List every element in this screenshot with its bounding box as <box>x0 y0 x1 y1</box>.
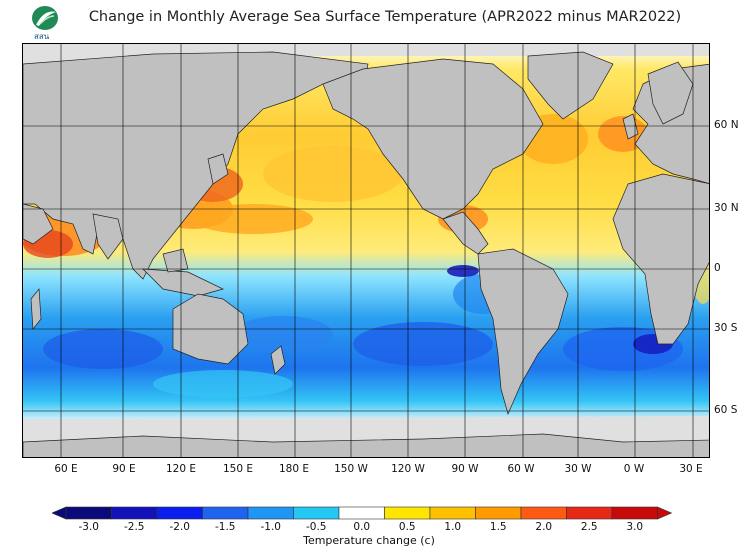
colorbar-tick-label: 1.0 <box>444 521 462 533</box>
lon-label: 150 W <box>334 463 368 475</box>
colorbar-tick-label: -2.5 <box>124 521 145 533</box>
colorbar-cell <box>384 506 431 520</box>
lon-label: 30 E <box>679 463 703 475</box>
lon-label: 0 W <box>623 463 645 475</box>
antarctica-landmass <box>23 433 709 457</box>
colorbar-cell <box>202 506 249 520</box>
japan <box>207 153 229 185</box>
colorbar-cell <box>65 506 112 520</box>
lon-label: 180 E <box>278 463 310 475</box>
colorbar-cell <box>338 506 385 520</box>
colorbar-cell <box>611 506 658 520</box>
lat-label: 60 S <box>714 404 738 416</box>
lat-label: 30 S <box>714 322 738 334</box>
central-america <box>442 211 489 255</box>
lon-label: 90 E <box>112 463 136 475</box>
colorbar <box>52 506 672 520</box>
africa-landmass <box>612 173 709 345</box>
colorbar-cell <box>247 506 294 520</box>
colorbar-tick-label: 1.5 <box>489 521 507 533</box>
logo: สสน <box>22 3 68 41</box>
india-landmass <box>92 213 124 260</box>
page-title: Change in Monthly Average Sea Surface Te… <box>88 9 682 25</box>
lon-label: 30 W <box>564 463 592 475</box>
colorbar-tick-label: -0.5 <box>306 521 327 533</box>
lon-label: 150 E <box>222 463 254 475</box>
indonesia-islands <box>142 268 224 297</box>
british-isles <box>622 113 639 140</box>
map-canvas <box>23 44 709 457</box>
colorbar-cell <box>475 506 522 520</box>
lat-label: 30 N <box>714 202 739 214</box>
lon-label: 60 W <box>507 463 535 475</box>
colorbar-tick-label: 0.5 <box>398 521 416 533</box>
colorbar-tick-label: -1.5 <box>215 521 236 533</box>
colorbar-tick-label: -1.0 <box>260 521 282 533</box>
colorbar-cells <box>52 506 672 520</box>
lat-label: 60 N <box>714 119 739 131</box>
lat-label: 0 <box>714 262 721 274</box>
lon-label: 90 W <box>451 463 479 475</box>
colorbar-tick-label: -2.0 <box>169 521 191 533</box>
colorbar-title: Temperature change (c) <box>303 534 435 547</box>
lon-label: 120 E <box>165 463 197 475</box>
colorbar-cell <box>111 506 158 520</box>
colorbar-arrow-high <box>657 506 672 520</box>
colorbar-tick-label: 2.0 <box>535 521 553 533</box>
north-america-landmass <box>322 58 544 220</box>
colorbar-cell <box>429 506 476 520</box>
arabia-landmass <box>23 203 54 245</box>
colorbar-cell <box>566 506 613 520</box>
colorbar-arrow-low <box>52 506 67 520</box>
graticule <box>23 44 709 457</box>
scandinavia-landmass <box>647 61 694 125</box>
colorbar-tick-label: -3.0 <box>78 521 100 533</box>
new-zealand <box>270 345 286 375</box>
colorbar-cell <box>293 506 340 520</box>
leaf-logo-icon <box>32 6 58 30</box>
lon-label: 60 E <box>54 463 78 475</box>
colorbar-cell <box>156 506 203 520</box>
colorbar-cell <box>520 506 567 520</box>
madagascar <box>30 288 42 330</box>
logo-text: สสน <box>34 32 50 41</box>
colorbar-tick-label: 2.5 <box>580 521 598 533</box>
colorbar-tick-label: 3.0 <box>626 521 644 533</box>
sst-change-map <box>22 43 710 458</box>
colorbar-tick-label: 0.0 <box>353 521 371 533</box>
lon-label: 120 W <box>391 463 425 475</box>
